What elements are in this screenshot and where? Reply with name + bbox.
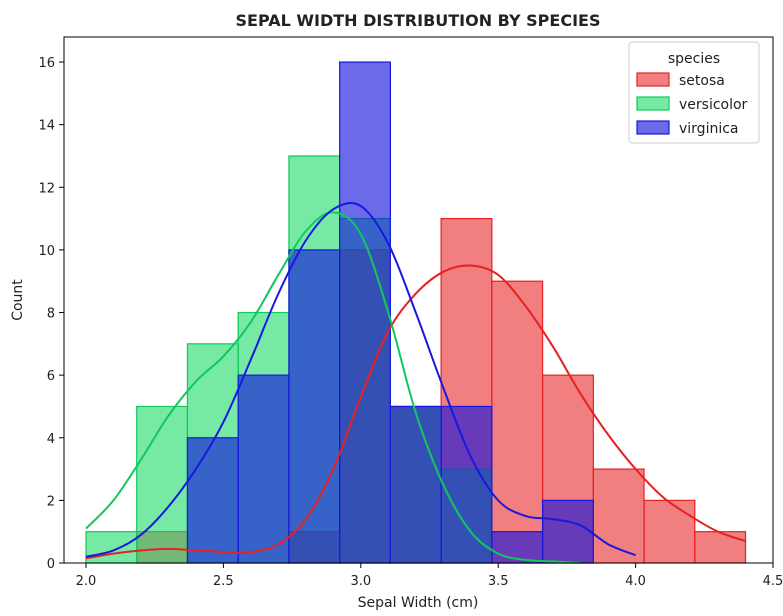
versicolor-kde-line [85, 211, 581, 564]
virginica-bar-6 [389, 405, 442, 564]
y-axis-label: Count [10, 279, 26, 321]
legend-title: species [668, 51, 720, 67]
y-tick-label-5: 10 [38, 244, 55, 259]
y-tick-label-3: 6 [47, 369, 55, 384]
y-tick-label-8: 16 [38, 56, 55, 71]
chart-title: SEPAL WIDTH DISTRIBUTION BY SPECIES [236, 11, 601, 30]
kde-layer [85, 202, 746, 564]
setosa-bar-11 [643, 499, 696, 564]
x-tick-label-0: 2.0 [76, 574, 97, 589]
virginica-bar-7 [440, 405, 493, 564]
x-tick-label-3: 3.5 [488, 574, 509, 589]
setosa-bar-8 [491, 280, 544, 564]
setosa-legend-label: setosa [679, 73, 725, 89]
versicolor-bar-1 [136, 405, 189, 564]
versicolor-bar-0 [85, 531, 138, 564]
legend: species setosa versicolor virginica [628, 41, 760, 144]
y-tick-label-2: 4 [47, 432, 55, 447]
x-tick-label-5: 4.5 [763, 574, 783, 589]
versicolor-legend-label: versicolor [679, 97, 748, 113]
versicolor-legend-swatch [636, 96, 670, 111]
x-tick-label-4: 4.0 [625, 574, 646, 589]
x-axis-label: Sepal Width (cm) [358, 595, 479, 611]
x-tick-label-1: 2.5 [213, 574, 234, 589]
setosa-kde-line [85, 264, 746, 560]
virginica-bar-9 [541, 499, 594, 564]
legend-box [628, 41, 760, 144]
virginica-bar-2 [186, 437, 239, 564]
bars-layer [85, 61, 747, 564]
virginica-legend-swatch [636, 120, 670, 135]
virginica-bar-5 [339, 61, 391, 564]
plot-frame [63, 36, 774, 564]
y-tick-label-6: 12 [38, 181, 55, 196]
setosa-bar-12 [694, 531, 747, 564]
virginica-bar-3 [237, 374, 290, 564]
virginica-legend-label: virginica [679, 121, 739, 137]
virginica-kde-line [85, 202, 636, 558]
y-tick-label-0: 0 [47, 557, 55, 572]
x-axis: 2.0 2.5 3.0 3.5 4.0 4.5 [76, 563, 783, 589]
setosa-legend-swatch [636, 72, 670, 87]
x-tick-label-2: 3.0 [350, 574, 371, 589]
y-tick-label-4: 8 [47, 307, 55, 322]
y-axis: 0 2 4 6 8 10 12 14 16 [38, 56, 64, 572]
y-tick-label-1: 2 [47, 494, 55, 509]
y-tick-label-7: 14 [38, 119, 55, 134]
virginica-bar-4 [288, 249, 341, 564]
